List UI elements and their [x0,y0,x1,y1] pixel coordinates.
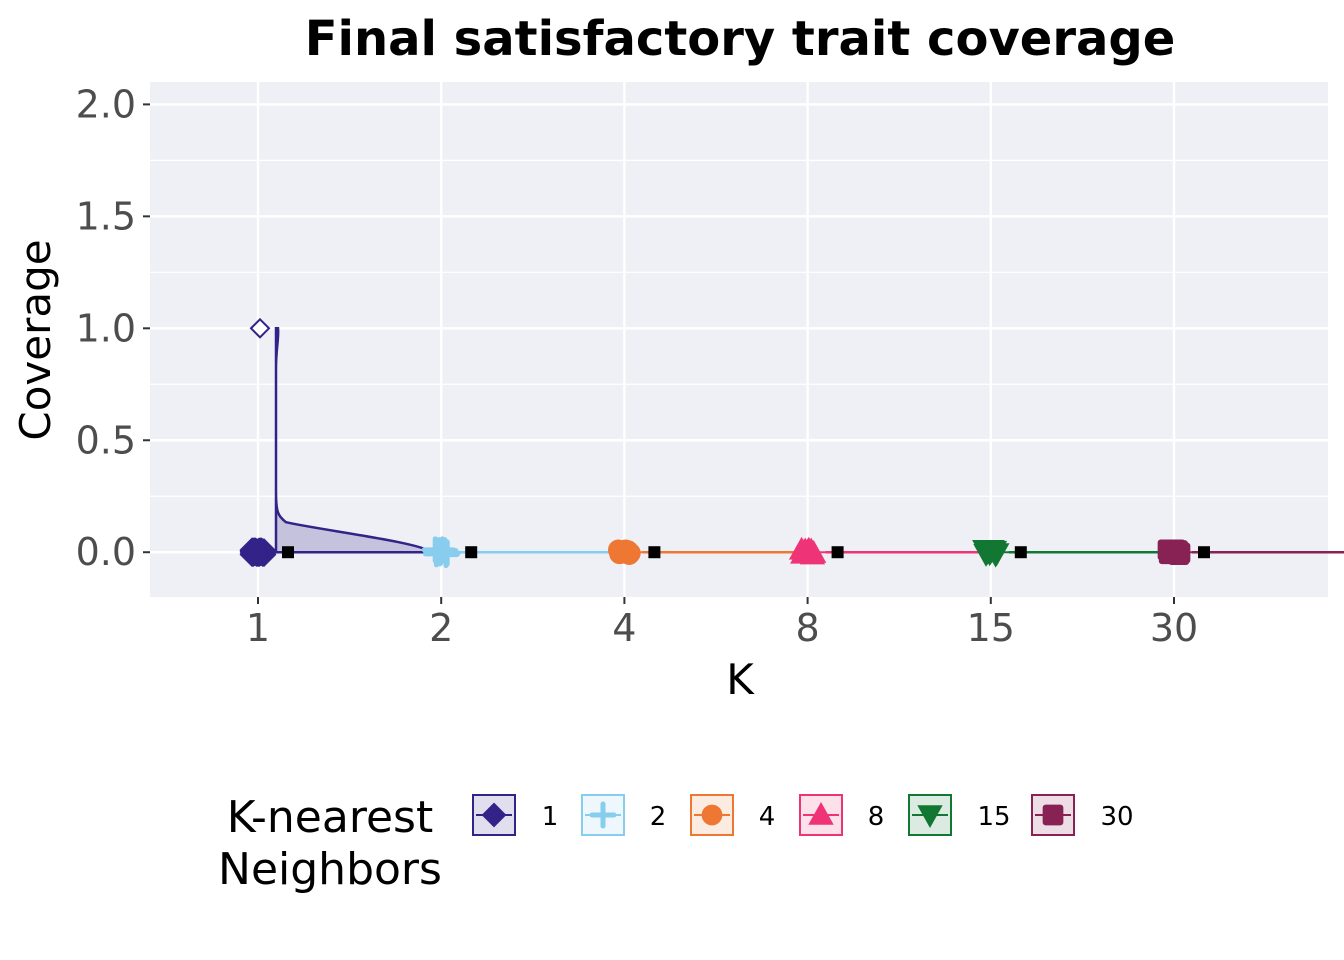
mean-marker [1198,546,1210,559]
y-tick-label: 0.0 [76,530,136,574]
y-tick-label: 1.0 [76,306,136,350]
legend-key-symbol [701,804,723,826]
series-group [239,317,435,568]
data-point [975,540,1002,564]
data-point [792,537,818,561]
legend-label: 8 [868,802,885,832]
legend-key [908,794,952,836]
y-axis: 0.0 0.5 1.0 1.5 2.0 [76,82,150,574]
x-tick-label: 4 [612,606,636,650]
legend-label: 2 [650,802,667,832]
x-tick-label: 1 [246,606,270,650]
legend-key [1031,794,1075,836]
y-tick-label: 1.5 [76,194,136,238]
violin-density [274,327,435,554]
x-tick-label: 8 [796,606,820,650]
mean-marker [1014,546,1027,559]
series-group [972,540,1164,568]
x-axis-title: K [726,655,755,704]
x-tick-label: 2 [429,606,453,650]
outlier-point [249,317,271,339]
legend-key [690,794,734,836]
x-tick-label: 15 [967,606,1015,650]
legend-key-symbol [481,802,507,828]
x-axis: 1 2 4 8 15 30 [246,597,1198,650]
legend-label: 15 [977,802,1010,832]
mean-marker [282,546,294,559]
data-point [245,539,271,565]
mean-marker [465,546,478,559]
legend-key-symbol [1042,804,1064,826]
series-group [788,536,981,565]
chart-title: Final satisfactory trait coverage [305,11,1176,67]
series-group [1157,539,1344,565]
legend-key [472,794,516,836]
legend-label: 4 [759,802,776,832]
data-point [1161,540,1182,561]
y-axis-title: Coverage [11,239,60,440]
plot-panel [150,82,1328,597]
mean-marker [831,546,844,559]
legend: K-nearest Neighbors 1 2 4 8 15 30 [218,792,1133,895]
series-group [421,536,615,569]
y-tick-label: 2.0 [76,82,136,126]
legend-key [581,794,625,836]
data-point [425,537,453,565]
legend-key-symbol [808,801,834,825]
series-group [608,539,798,565]
data-point [611,540,633,561]
legend-key-symbol [917,805,943,829]
legend-key [799,794,843,836]
legend-label: 30 [1100,802,1133,832]
y-tick-label: 0.5 [76,418,136,462]
series-layer [239,317,1344,569]
legend-key-symbol [589,801,617,829]
legend-title: K-nearest Neighbors [218,792,442,895]
x-tick-label: 30 [1150,606,1198,650]
legend-label: 1 [542,802,559,832]
mean-marker [648,546,661,559]
